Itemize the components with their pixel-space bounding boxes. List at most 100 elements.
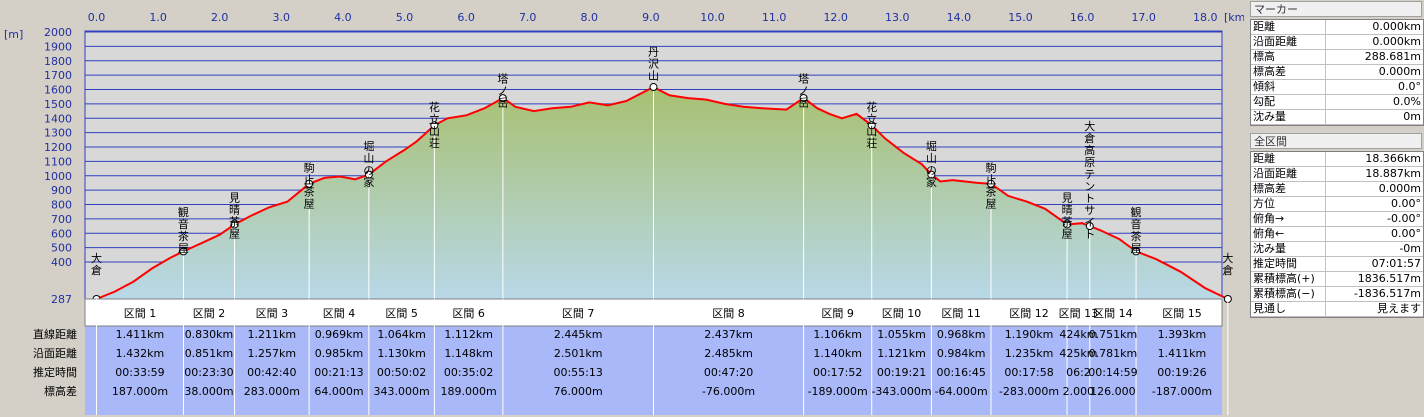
section-value: 187.000m bbox=[112, 385, 168, 398]
x-tick-label: 7.0 bbox=[519, 11, 537, 24]
waypoint-marker bbox=[649, 83, 658, 92]
section-name: 区間 4 bbox=[323, 307, 356, 320]
section-value: 00:47:20 bbox=[704, 366, 753, 379]
total-value: 0.000m bbox=[1325, 181, 1423, 197]
waypoint-label-char: 原 bbox=[1084, 156, 1095, 169]
section-value: 0.985km bbox=[315, 347, 364, 360]
section-value: 1.257km bbox=[248, 347, 297, 360]
row-label: 沿面距離 bbox=[33, 346, 77, 360]
total-label: 見通し bbox=[1251, 301, 1326, 317]
waypoint-label-char: 茶 bbox=[1062, 216, 1073, 229]
section-name: 区間 1 bbox=[124, 307, 157, 320]
total-label: 俯角← bbox=[1251, 226, 1326, 242]
section-value: 64.000m bbox=[314, 385, 363, 398]
section-name: 区間 11 bbox=[941, 307, 981, 320]
section-value: 1.190km bbox=[1005, 328, 1054, 341]
waypoint-label-char: 屋 bbox=[178, 242, 189, 255]
waypoint-label-char: 塔 bbox=[798, 72, 809, 85]
section-name: 区間 12 bbox=[1009, 307, 1049, 320]
section-value: 2.501km bbox=[554, 347, 603, 360]
section-name: 区間 14 bbox=[1093, 307, 1133, 320]
marker-value: 0.000m bbox=[1325, 64, 1423, 80]
total-label: 累積標高(−) bbox=[1251, 286, 1326, 302]
section-value: 1.211km bbox=[248, 328, 297, 341]
waypoint-label-char: ノ bbox=[798, 84, 809, 97]
x-tick-label: 14.0 bbox=[947, 11, 972, 24]
x-tick-label: 10.0 bbox=[700, 11, 725, 24]
section-value: 00:19:21 bbox=[877, 366, 926, 379]
waypoint-label-char: の bbox=[363, 164, 374, 177]
waypoint-label-char: 晴 bbox=[1062, 204, 1073, 217]
waypoint-label-char: 大 bbox=[91, 251, 102, 265]
x-tick-label: 0.0 bbox=[88, 11, 106, 24]
y-tick-label: 1700 bbox=[44, 69, 72, 82]
x-tick-label: 15.0 bbox=[1008, 11, 1033, 24]
total-label: 沈み量 bbox=[1251, 241, 1326, 257]
section-value: 00:19:26 bbox=[1157, 366, 1206, 379]
waypoint-label-char: 沢 bbox=[648, 57, 659, 71]
x-tick-label: 6.0 bbox=[457, 11, 475, 24]
waypoint-label-char: 屋 bbox=[1062, 228, 1073, 241]
waypoint-label-char: 茶 bbox=[178, 230, 189, 243]
section-value: 424km bbox=[1059, 328, 1097, 341]
y-tick-label: 800 bbox=[51, 199, 72, 212]
x-tick-label: 11.0 bbox=[762, 11, 787, 24]
waypoint-label-char: 屋 bbox=[304, 197, 315, 210]
y-tick-label: 1900 bbox=[44, 40, 72, 53]
section-value: 00:17:58 bbox=[1004, 366, 1053, 379]
waypoint-label-char: 駒 bbox=[304, 161, 315, 174]
section-value: 0.781km bbox=[1089, 347, 1138, 360]
section-value: 343.000m bbox=[374, 385, 430, 398]
marker-row: 標高差 0.000m bbox=[1251, 64, 1423, 80]
section-value: 00:21:13 bbox=[314, 366, 363, 379]
y-tick-label: 1400 bbox=[44, 112, 72, 125]
total-row: 沈み量 -0m bbox=[1251, 241, 1423, 257]
waypoint-label-char: 駒 bbox=[985, 161, 996, 174]
marker-panel: 距離 0.000km 沿面距離 0.000km 標高 288.681m 標高差 0.000m 傾… bbox=[1250, 19, 1424, 126]
total-value: -1836.517m bbox=[1325, 286, 1423, 302]
total-label: 推定時間 bbox=[1251, 256, 1326, 272]
section-value: 1.140km bbox=[813, 347, 862, 360]
waypoint-label-char: 茶 bbox=[985, 185, 996, 198]
marker-value: 0.000km bbox=[1325, 20, 1423, 35]
row-label: 標高差 bbox=[44, 384, 77, 398]
section-value: -76.000m bbox=[702, 385, 755, 398]
marker-row: 沈み量 0m bbox=[1251, 109, 1423, 125]
marker-label: 距離 bbox=[1251, 20, 1326, 35]
marker-value: 0.0% bbox=[1325, 94, 1423, 110]
marker-value: 0.0° bbox=[1325, 79, 1423, 95]
marker-row: 傾斜 0.0° bbox=[1251, 79, 1423, 95]
waypoint-marker bbox=[364, 170, 373, 179]
total-row: 俯角→ -0.00° bbox=[1251, 211, 1423, 227]
y-tick-label: 1100 bbox=[44, 155, 72, 168]
section-value: 1.411km bbox=[116, 328, 165, 341]
waypoint-marker bbox=[498, 94, 507, 103]
section-value: 1.432km bbox=[116, 347, 165, 360]
section-value: 1.235km bbox=[1005, 347, 1054, 360]
waypoint-label-char: 見 bbox=[1062, 192, 1073, 205]
section-value: 126.000 bbox=[1090, 385, 1136, 398]
section-name: 区間 2 bbox=[193, 307, 226, 320]
section-value: 00:17:52 bbox=[813, 366, 862, 379]
section-value: -64.000m bbox=[935, 385, 988, 398]
total-row: 推定時間 07:01:57 bbox=[1251, 256, 1423, 272]
waypoint-label-char: 屋 bbox=[229, 228, 240, 241]
y-tick-label: 1200 bbox=[44, 141, 72, 154]
section-value: 0.968km bbox=[937, 328, 986, 341]
elevation-profile-chart[interactable]: 2000 1900 1800 1700 1600 1500 1400 1300 1200 1100… bbox=[0, 0, 1244, 417]
waypoint-label-char: 見 bbox=[229, 192, 240, 205]
x-tick-label: 13.0 bbox=[885, 11, 910, 24]
total-label: 俯角→ bbox=[1251, 211, 1326, 227]
waypoint-label-char: 観 bbox=[178, 205, 189, 219]
section-value: 06:2 bbox=[1066, 366, 1091, 379]
section-value: 1.121km bbox=[877, 347, 926, 360]
total-value: 18.366km bbox=[1325, 152, 1423, 167]
waypoint-label-char: 花 bbox=[429, 101, 440, 114]
waypoint-label-char: 岳 bbox=[798, 96, 809, 109]
section-value: 00:42:40 bbox=[247, 366, 296, 379]
section-value: -283.000m bbox=[999, 385, 1059, 398]
waypoint-label-char: 屋 bbox=[985, 197, 996, 210]
total-row: 俯角← 0.00° bbox=[1251, 226, 1423, 242]
y-tick-label: 287 bbox=[51, 293, 72, 306]
waypoint-label-char: 立 bbox=[866, 112, 877, 126]
